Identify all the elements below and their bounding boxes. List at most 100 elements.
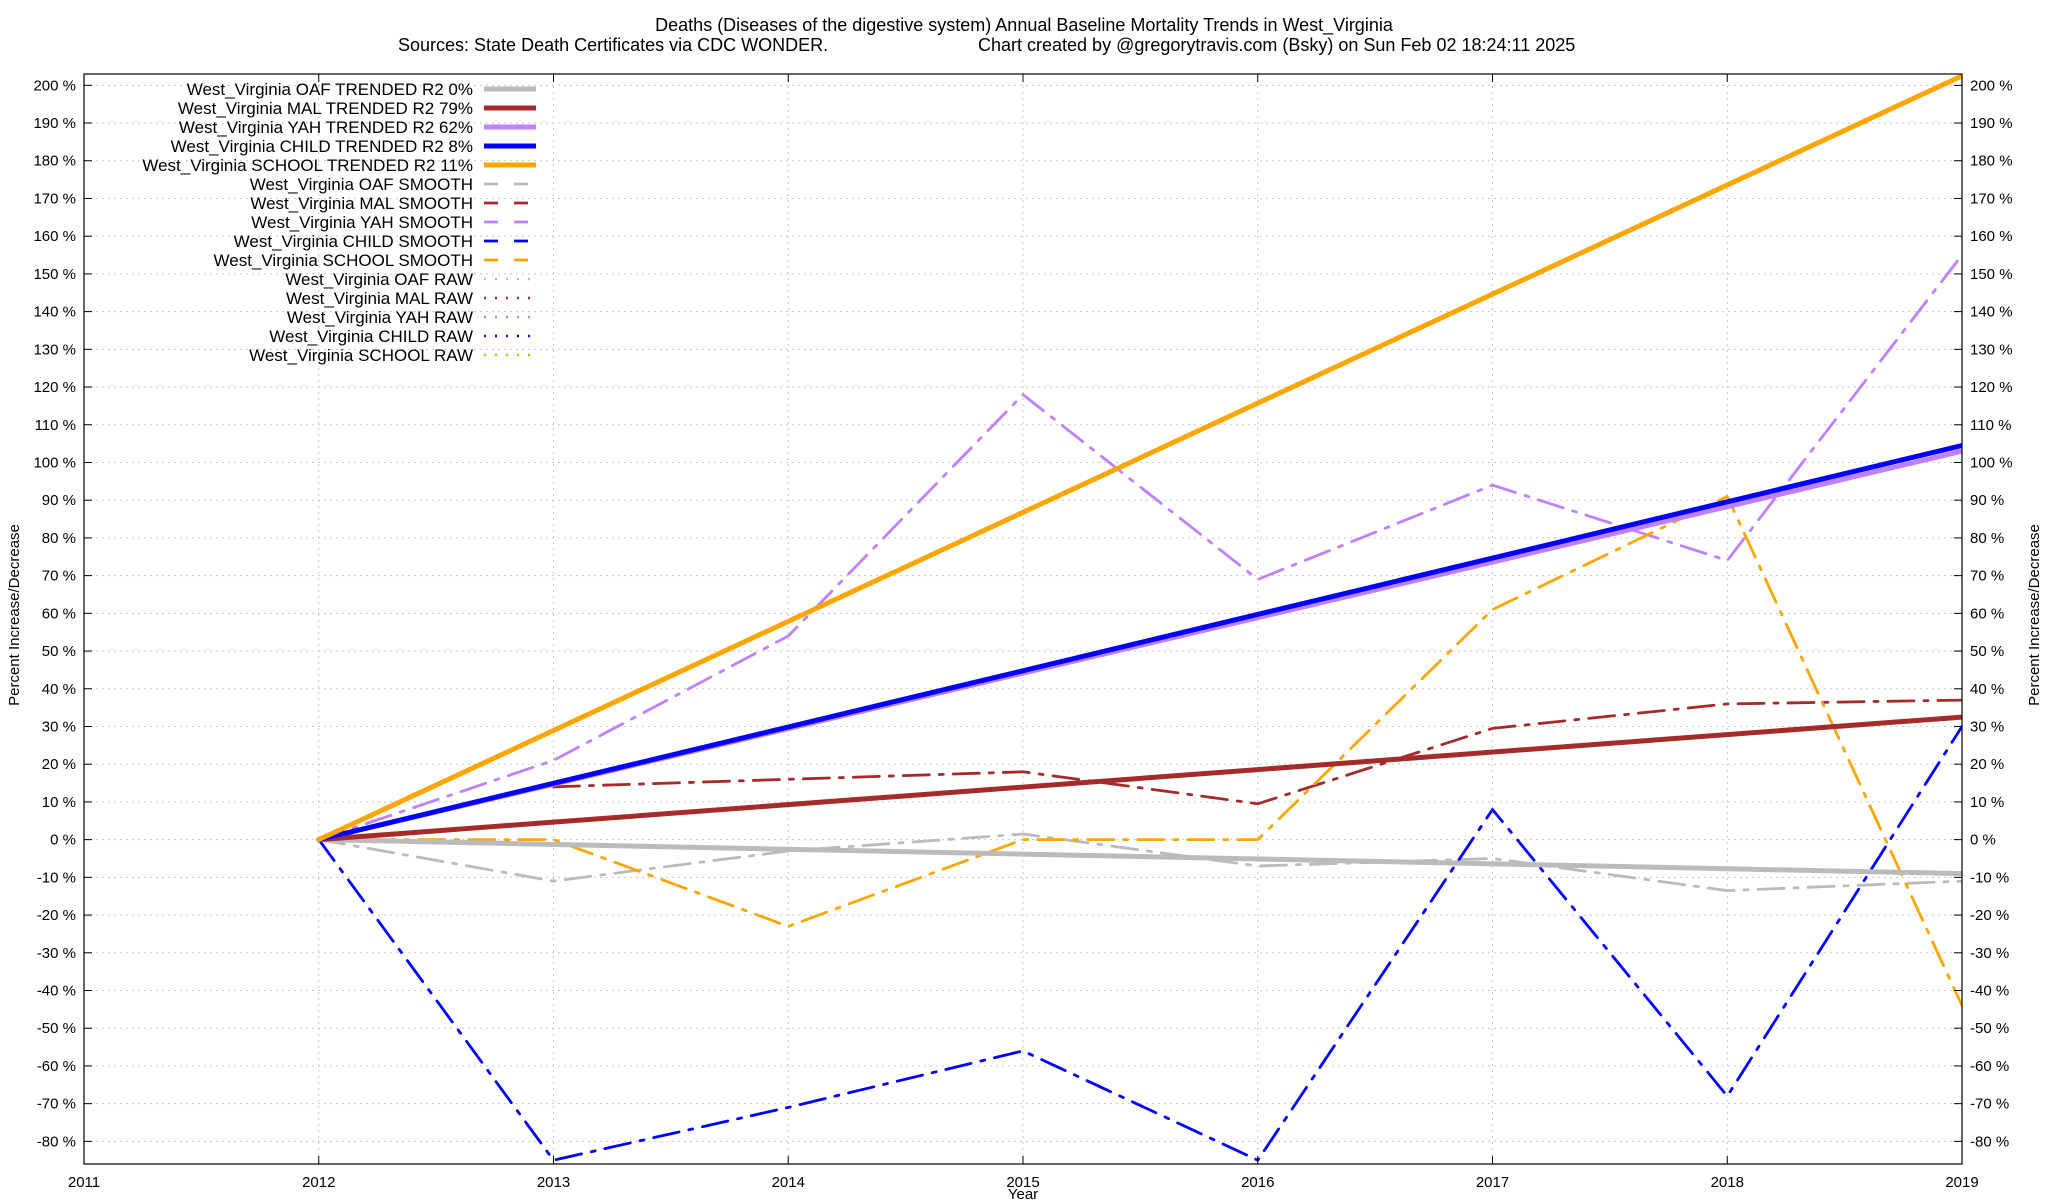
series-line-6 [552, 698, 1962, 806]
legend-label: West_Virginia YAH RAW [287, 308, 473, 327]
y-tick-label-right: 110 % [1970, 417, 2011, 434]
legend-label: West_Virginia YAH SMOOTH [251, 213, 473, 232]
x-axis-title: Year [1008, 1186, 1038, 1200]
y-tick-label-left: -50 % [37, 1020, 76, 1037]
y-tick-label-left: 0 % [50, 832, 76, 849]
y-tick-label-right: 30 % [1970, 718, 2004, 735]
y-tick-label-left: -20 % [37, 907, 76, 924]
chart-subtitle-sources: Sources: State Death Certificates via CD… [398, 35, 828, 55]
y-axis-title-left: Percent Increase/Decrease [6, 524, 23, 706]
y-tick-label-right: -30 % [1970, 945, 2009, 962]
series-line-9 [317, 494, 1962, 1007]
legend-label: West_Virginia OAF TRENDED R2 0% [187, 80, 473, 99]
legend-label: West_Virginia MAL SMOOTH [250, 194, 473, 213]
y-tick-label-left: 60 % [42, 605, 76, 622]
y-tick-label-right: 60 % [1970, 605, 2004, 622]
chart-title: Deaths (Diseases of the digestive system… [655, 15, 1394, 36]
x-tick-label: 2014 [772, 1174, 805, 1191]
y-tick-label-right: 100 % [1970, 454, 2013, 471]
y-tick-label-right: 0 % [1970, 832, 1996, 849]
y-tick-label-right: 20 % [1970, 756, 2004, 773]
y-tick-label-left: 160 % [33, 228, 76, 245]
y-tick-label-left: -30 % [37, 945, 76, 962]
axes: -80 % -80 % -70 % -70 % -60 % -60 % -50 % -50 %… [33, 73, 2013, 1191]
x-tick-label: 2016 [1241, 1174, 1274, 1191]
series-line-8 [317, 725, 1962, 1162]
y-tick-label-left: 30 % [42, 718, 76, 735]
y-tick-label-right: 50 % [1970, 643, 2004, 660]
y-axis-title-right: Percent Increase/Decrease [2026, 524, 2043, 706]
y-tick-label-left: -60 % [37, 1058, 76, 1075]
series-line-3 [316, 443, 1962, 843]
chart-subtitle-credit: Chart created by @gregorytravis.com (Bsk… [978, 35, 1575, 55]
y-tick-label-right: 150 % [1970, 266, 2013, 283]
y-tick-label-right: 80 % [1970, 530, 2004, 547]
legend-label: West_Virginia YAH TRENDED R2 62% [179, 118, 473, 137]
legend: West_Virginia OAF TRENDED R2 0%West_Virg… [142, 80, 536, 365]
y-tick-label-left: 150 % [33, 266, 76, 283]
x-tick-label: 2018 [1711, 1174, 1744, 1191]
y-tick-label-right: -80 % [1970, 1133, 2009, 1150]
y-tick-label-right: -20 % [1970, 907, 2009, 924]
y-tick-label-right: -40 % [1970, 983, 2009, 1000]
y-tick-label-left: 180 % [33, 153, 76, 170]
y-tick-label-left: 120 % [33, 379, 76, 396]
legend-label: West_Virginia CHILD SMOOTH [234, 232, 473, 251]
y-tick-label-left: 10 % [42, 794, 76, 811]
legend-label: West_Virginia OAF RAW [285, 270, 473, 289]
x-tick-label: 2017 [1476, 1174, 1509, 1191]
y-tick-label-right: -10 % [1970, 869, 2009, 886]
legend-label: West_Virginia CHILD RAW [269, 327, 473, 346]
y-tick-label-left: -10 % [37, 869, 76, 886]
y-tick-label-right: 190 % [1970, 115, 2013, 132]
series-lines [316, 74, 1962, 1162]
y-tick-label-left: 70 % [42, 568, 76, 585]
y-tick-label-right: -60 % [1970, 1058, 2009, 1075]
series-line-7 [317, 253, 1962, 841]
series-line-4 [316, 74, 1962, 843]
y-tick-label-left: 80 % [42, 530, 76, 547]
y-tick-label-left: 130 % [33, 341, 76, 358]
y-tick-label-right: 160 % [1970, 228, 2013, 245]
legend-label: West_Virginia MAL RAW [286, 289, 473, 308]
y-tick-label-left: 40 % [42, 681, 76, 698]
x-tick-label: 2012 [302, 1174, 335, 1191]
x-tick-label: 2013 [537, 1174, 570, 1191]
x-tick-label: 2011 [68, 1174, 100, 1191]
y-tick-label-right: 140 % [1970, 304, 2013, 321]
series-line-0 [316, 837, 1962, 877]
legend-label: West_Virginia MAL TRENDED R2 79% [178, 99, 473, 118]
y-tick-label-left: -70 % [37, 1096, 76, 1113]
legend-label: West_Virginia CHILD TRENDED R2 8% [171, 137, 473, 156]
y-tick-label-left: -80 % [37, 1133, 76, 1150]
legend-label: West_Virginia SCHOOL RAW [249, 346, 473, 365]
y-tick-label-right: 200 % [1970, 77, 2013, 94]
legend-label: West_Virginia SCHOOL TRENDED R2 11% [142, 156, 473, 175]
y-tick-label-right: 130 % [1970, 341, 2013, 358]
y-tick-label-left: 190 % [33, 115, 76, 132]
y-tick-label-right: -70 % [1970, 1096, 2009, 1113]
y-tick-label-left: 100 % [33, 454, 76, 471]
y-tick-label-left: 50 % [42, 643, 76, 660]
y-tick-label-right: 120 % [1970, 379, 2013, 396]
y-tick-label-left: 110 % [35, 417, 76, 434]
x-tick-label: 2015 [1006, 1174, 1039, 1191]
y-tick-label-left: -40 % [37, 983, 76, 1000]
series-line-1 [316, 714, 1962, 843]
y-tick-label-left: 170 % [33, 190, 76, 207]
y-tick-label-left: 20 % [42, 756, 76, 773]
y-tick-label-left: 90 % [42, 492, 76, 509]
y-tick-label-left: 200 % [33, 77, 76, 94]
y-tick-label-right: 170 % [1970, 190, 2013, 207]
legend-label: West_Virginia OAF SMOOTH [250, 175, 473, 194]
y-tick-label-right: 40 % [1970, 681, 2004, 698]
y-tick-label-right: 70 % [1970, 568, 2004, 585]
y-tick-label-right: -50 % [1970, 1020, 2009, 1037]
legend-label: West_Virginia SCHOOL SMOOTH [214, 251, 473, 270]
y-tick-label-left: 140 % [33, 304, 76, 321]
y-tick-label-right: 90 % [1970, 492, 2004, 509]
y-tick-label-right: 10 % [1970, 794, 2004, 811]
x-tick-label: 2019 [1945, 1174, 1978, 1191]
y-tick-label-right: 180 % [1970, 153, 2013, 170]
